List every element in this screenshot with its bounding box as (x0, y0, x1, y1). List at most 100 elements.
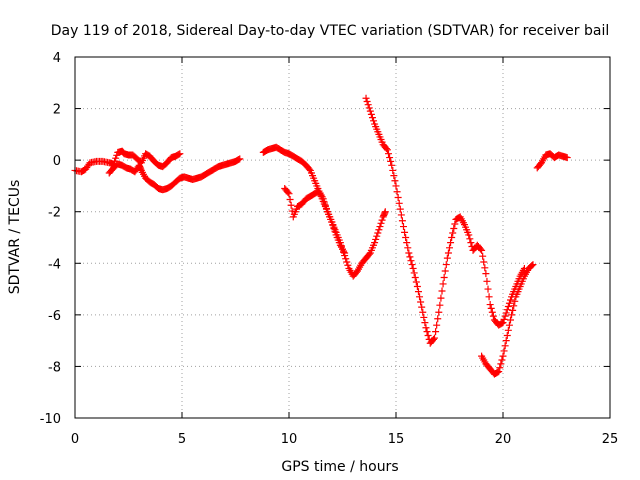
data-point (375, 226, 383, 234)
data-point-interp (411, 273, 419, 281)
x-tick-label: 20 (495, 432, 512, 447)
data-point-interp (363, 97, 371, 105)
data-point-interp (364, 101, 372, 109)
data-point-interp (420, 313, 428, 321)
data-point-interp (509, 306, 517, 314)
data-point-interp (386, 154, 394, 162)
data-point-interp (444, 249, 452, 257)
data-point-interp (365, 104, 373, 112)
ticks-layer: 0 5 10 15 20 25 -10 -8 -6 -4 -2 0 2 4 (40, 51, 619, 447)
data-point-interp (378, 216, 386, 224)
data-point-interp (382, 145, 390, 153)
data-point-interp (500, 347, 508, 355)
data-point-interp (437, 294, 445, 302)
data-point (439, 280, 447, 288)
data-point (409, 264, 417, 272)
data-point-interp (389, 166, 397, 174)
y-tick-label: -8 (48, 360, 61, 375)
data-point (366, 107, 374, 115)
data-point-interp (330, 224, 338, 232)
data-point (236, 155, 244, 163)
data-point-interp (407, 257, 415, 265)
x-tick-label: 0 (71, 432, 79, 447)
data-point (413, 282, 421, 290)
data-point (508, 311, 516, 319)
data-point (176, 150, 184, 158)
data-point-interp (370, 117, 378, 125)
data-point-interp (284, 188, 292, 196)
x-tick-label: 25 (602, 432, 619, 447)
data-point-interp (343, 258, 351, 266)
x-tick-label: 10 (281, 432, 298, 447)
data-point (482, 270, 490, 278)
data-point-interp (423, 328, 431, 336)
data-point-interp (367, 110, 375, 118)
data-point (448, 234, 456, 241)
data-point-interp (403, 239, 411, 247)
data-point (529, 261, 537, 269)
data-series (533, 150, 571, 172)
data-point-interp (494, 368, 502, 376)
data-point-interp (441, 267, 449, 275)
data-point-interp (368, 114, 376, 122)
data-point-interp (506, 296, 514, 304)
data-point-interp (498, 356, 506, 364)
data-point-interp (466, 235, 474, 243)
data-point-interp (374, 229, 382, 237)
data-point (503, 306, 511, 314)
data-point (465, 231, 473, 239)
data-point-interp (393, 188, 401, 196)
data-point-interp (373, 232, 381, 240)
data-point-interp (501, 312, 509, 320)
data-point (285, 190, 293, 198)
data-point-interp (450, 224, 458, 232)
data-point-interp (391, 177, 399, 185)
data-point-interp (305, 165, 313, 173)
data-point-interp (376, 223, 384, 231)
data-point-interp (479, 252, 487, 260)
y-tick-label: -2 (48, 206, 61, 221)
data-point-interp (501, 342, 509, 350)
data-point-interp (487, 304, 495, 312)
data-point-interp (484, 285, 492, 293)
data-point-interp (329, 221, 337, 229)
data-point-interp (489, 312, 497, 320)
data-point (435, 308, 443, 316)
data-point-interp (438, 287, 446, 295)
y-tick-label: 2 (53, 103, 61, 118)
data-point-interp (394, 194, 402, 202)
data-point-interp (377, 219, 385, 227)
data-point-interp (528, 262, 536, 270)
data-point-interp (412, 278, 420, 286)
data-point (319, 195, 327, 203)
data-point-interp (419, 308, 427, 316)
data-point-interp (500, 315, 508, 323)
y-tick-label: 4 (53, 51, 61, 66)
data-point (422, 324, 430, 332)
data-point-interp (429, 335, 437, 343)
data-point-interp (511, 297, 519, 305)
x-tick-label: 5 (178, 432, 186, 447)
data-point-interp (504, 326, 512, 334)
data-point-interp (406, 253, 414, 261)
data-point-interp (397, 211, 405, 219)
data-point (388, 161, 396, 169)
data-point-interp (404, 244, 412, 252)
data-point-interp (235, 155, 243, 163)
data-point-interp (421, 319, 429, 327)
data-point-interp (390, 172, 398, 180)
data-point-interp (416, 293, 424, 301)
data-point-interp (408, 261, 416, 269)
x-axis-label: GPS time / hours (281, 459, 398, 475)
data-point (486, 301, 494, 309)
data-point-interp (505, 299, 513, 307)
data-point-interp (451, 220, 459, 228)
data-point-interp (434, 315, 442, 323)
data-point-interp (502, 309, 510, 317)
data-point-interp (480, 258, 488, 266)
data-point-interp (477, 245, 485, 253)
data-point-interp (321, 201, 329, 209)
data-point-interp (432, 328, 440, 336)
data-point (341, 249, 349, 257)
